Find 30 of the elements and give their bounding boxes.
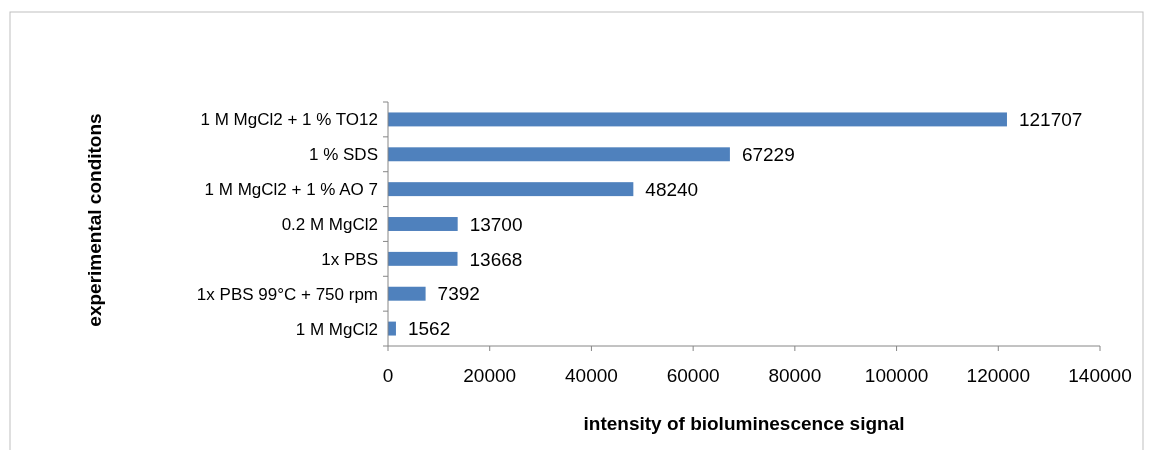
y-tick-label: 1 M MgCl2: [295, 319, 378, 339]
x-tick-label: 0: [382, 365, 394, 386]
bar: [388, 251, 458, 266]
data-label: 1562: [407, 318, 451, 340]
data-label: 48240: [645, 178, 699, 200]
data-label: 121707: [1018, 109, 1083, 131]
bar: [388, 182, 634, 197]
bar: [388, 112, 1007, 127]
bar: [388, 147, 730, 162]
y-tick-label: 1 M MgCl2 + 1 % AO 7: [204, 180, 378, 200]
y-tick-label: 1x PBS 99°C + 750 rpm: [196, 284, 378, 304]
bar: [388, 286, 426, 301]
x-tick-label: 40000: [565, 365, 618, 386]
data-label: 67229: [741, 143, 795, 165]
y-tick-label: 1 % SDS: [309, 145, 378, 165]
x-tick-label: 20000: [463, 365, 517, 386]
x-axis-title: intensity of bioluminescence signal: [583, 413, 905, 434]
x-tick-label: 140000: [1068, 365, 1132, 386]
x-tick-label: 60000: [666, 365, 720, 386]
data-label: 7392: [437, 283, 480, 305]
x-tick-label: 120000: [966, 365, 1030, 386]
y-tick-label: 1x PBS: [321, 249, 378, 269]
data-label: 13668: [469, 248, 523, 270]
y-tick-label: 0.2 M MgCl2: [281, 214, 378, 234]
x-tick-label: 100000: [864, 365, 929, 386]
y-axis-title: experimental conditons: [84, 113, 105, 327]
y-tick-label: 1 M MgCl2 + 1 % TO12: [200, 110, 378, 130]
bar: [388, 217, 458, 231]
data-label: 13700: [469, 213, 523, 235]
x-tick-label: 80000: [768, 365, 822, 386]
